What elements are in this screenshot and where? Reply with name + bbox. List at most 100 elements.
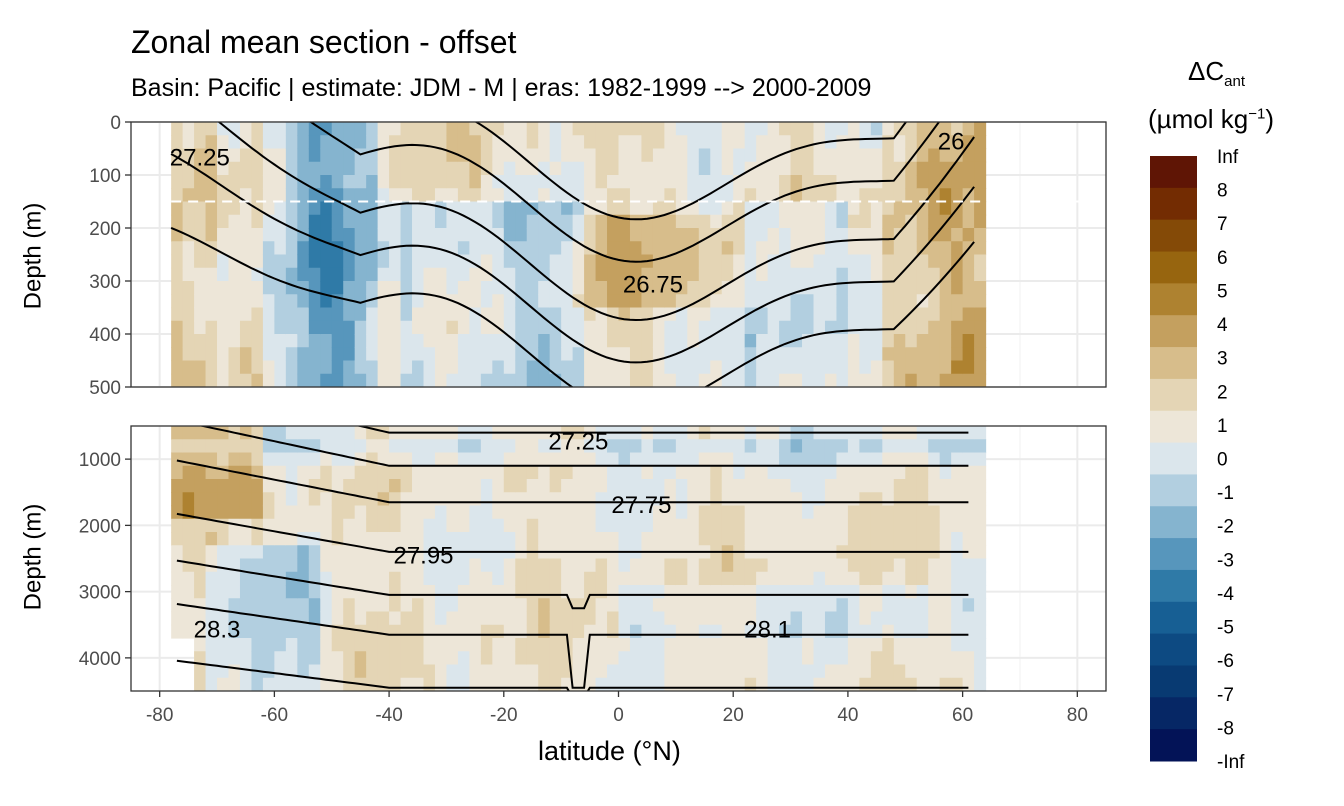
heatmap-cell [412, 148, 425, 163]
heatmap-cell [457, 611, 470, 626]
heatmap-cell [412, 360, 425, 375]
heatmap-cell [675, 214, 688, 229]
heatmap-cell [859, 532, 872, 546]
heatmap-cell [882, 241, 895, 256]
heatmap-cell [882, 611, 895, 626]
heatmap-cell [916, 347, 929, 362]
heatmap-cell [756, 611, 769, 626]
heatmap-cell [457, 571, 470, 586]
legend-label: -5 [1217, 618, 1234, 639]
heatmap-cell [526, 611, 539, 626]
heatmap-cell [561, 175, 574, 189]
heatmap-cell [675, 479, 688, 493]
heatmap-cell [893, 465, 906, 480]
heatmap-cell [939, 334, 952, 348]
legend-title: ΔCant [1188, 56, 1246, 91]
heatmap-cell [859, 664, 872, 679]
heatmap-cell [446, 161, 459, 176]
heatmap-cell [836, 254, 849, 269]
heatmap-cell [239, 479, 253, 493]
heatmap-cell [813, 254, 826, 269]
heatmap-cell [962, 452, 975, 467]
heatmap-cell [595, 611, 608, 626]
heatmap-cell [974, 161, 987, 176]
heatmap-cell [194, 334, 207, 348]
heatmap-cell [893, 294, 906, 309]
heatmap-cell [824, 175, 838, 189]
heatmap-cell [320, 281, 333, 295]
heatmap-cell [698, 148, 711, 163]
heatmap-cell [526, 624, 539, 639]
heatmap-cell [217, 598, 230, 613]
contour-label: 26.75 [623, 272, 683, 299]
heatmap-cell [939, 135, 952, 150]
heatmap-cell [584, 373, 597, 387]
heatmap-cell [767, 532, 780, 546]
heatmap-cell [194, 611, 207, 626]
heatmap-cell [675, 320, 688, 335]
heatmap-cell [480, 558, 493, 573]
heatmap-cell [652, 241, 665, 256]
heatmap-cell [744, 373, 757, 387]
heatmap-cell [228, 505, 241, 520]
heatmap-cell [228, 135, 241, 150]
heatmap-cell [951, 360, 964, 375]
heatmap-cell [366, 598, 379, 613]
heatmap-cell [607, 651, 620, 666]
heatmap-cell [434, 201, 448, 216]
heatmap-cell [802, 677, 815, 691]
heatmap-cell [274, 624, 287, 639]
heatmap-cell [217, 294, 230, 309]
heatmap-cell [561, 201, 574, 216]
heatmap-cell [721, 307, 734, 322]
heatmap-cell [802, 624, 815, 639]
heatmap-cell [228, 479, 241, 493]
heatmap-cell [882, 214, 895, 229]
heatmap-cell [331, 664, 344, 679]
heatmap-cell [721, 360, 734, 375]
heatmap-cell [744, 532, 757, 546]
heatmap-cell [343, 122, 356, 136]
heatmap-cell [366, 452, 379, 467]
heatmap-cell [308, 148, 321, 163]
heatmap-cell [434, 532, 448, 546]
heatmap-cell [905, 677, 918, 691]
heatmap-cell [239, 465, 253, 480]
heatmap-cell [526, 664, 539, 679]
heatmap-cell [469, 148, 482, 163]
heatmap-cell [366, 664, 379, 679]
heatmap-cell [434, 664, 448, 679]
heatmap-cell [492, 373, 505, 387]
heatmap-cell [469, 254, 482, 269]
heatmap-cell [847, 638, 860, 652]
heatmap-cell [377, 518, 390, 533]
heatmap-cell [446, 122, 459, 136]
heatmap-cell [171, 201, 184, 216]
heatmap-cell [756, 518, 769, 533]
heatmap-cell [618, 161, 631, 176]
heatmap-cell [492, 122, 505, 136]
heatmap-cell [893, 492, 906, 507]
heatmap-cell [572, 664, 585, 679]
heatmap-cell [251, 677, 264, 691]
heatmap-cell [515, 188, 528, 203]
heatmap-cell [285, 201, 298, 216]
heatmap-cell [331, 201, 344, 216]
heatmap-cell [790, 307, 803, 322]
heatmap-cell [664, 611, 677, 626]
heatmap-cell [194, 465, 207, 480]
heatmap-cell [733, 664, 746, 679]
heatmap-cell [916, 175, 929, 189]
heatmap-cell [354, 122, 367, 136]
heatmap-cell [790, 439, 803, 454]
heatmap-cell [526, 479, 539, 493]
heatmap-cell [744, 664, 757, 679]
y-tick-label: 400 [89, 325, 121, 346]
y-axis-label-lower: Depth (m) [19, 503, 47, 611]
heatmap-cell [561, 479, 574, 493]
heatmap-cell [492, 518, 505, 533]
heatmap-cell [561, 320, 574, 335]
heatmap-cell [515, 558, 528, 573]
legend-label: Inf [1217, 147, 1239, 168]
heatmap-cell [285, 373, 298, 387]
